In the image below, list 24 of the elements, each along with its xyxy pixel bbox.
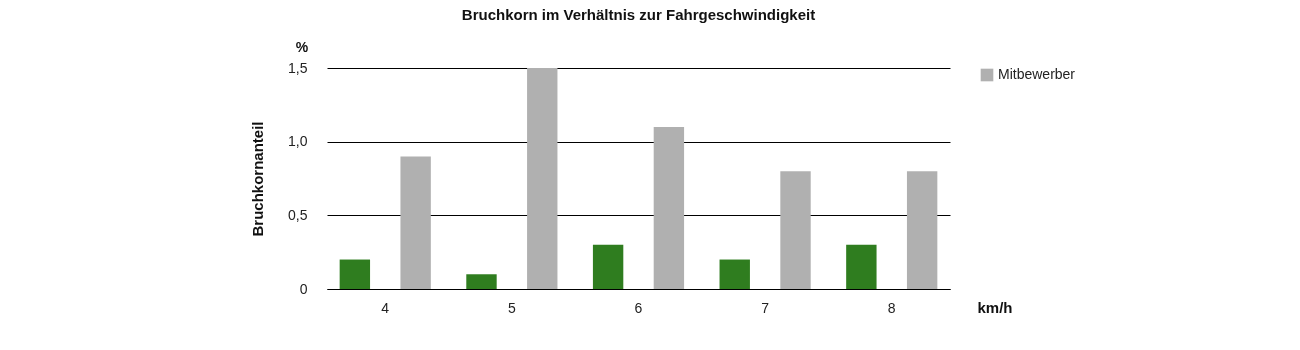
bar xyxy=(653,126,685,289)
x-axis-title: km/h xyxy=(977,298,1013,316)
bar xyxy=(527,68,558,289)
y-tick-label: 1,0 xyxy=(288,133,308,150)
bar xyxy=(592,244,624,289)
y-tick-label: 0 xyxy=(299,280,308,297)
bar xyxy=(780,171,811,289)
bar xyxy=(846,244,877,289)
x-tick-label: 4 xyxy=(381,299,390,316)
x-tick-label: 6 xyxy=(634,299,643,316)
x-tick-label: 5 xyxy=(507,299,516,316)
legend-label: Mitbewerber xyxy=(998,66,1076,82)
bar xyxy=(339,259,371,289)
text: % xyxy=(295,39,309,55)
y-tick-label: 1,5 xyxy=(288,59,308,76)
bar xyxy=(400,156,431,289)
x-tick-label: 7 xyxy=(761,299,770,316)
x-tick-label: 8 xyxy=(887,299,896,316)
y-tick-label: 0,5 xyxy=(288,206,308,223)
bar xyxy=(906,171,938,289)
bar xyxy=(719,259,750,289)
chart-title: Bruchkorn im Verhältnis zur Fahrgeschwindigkeit xyxy=(461,6,816,23)
y-axis-title: Bruchkornanteil xyxy=(249,121,267,237)
bar xyxy=(466,274,497,289)
